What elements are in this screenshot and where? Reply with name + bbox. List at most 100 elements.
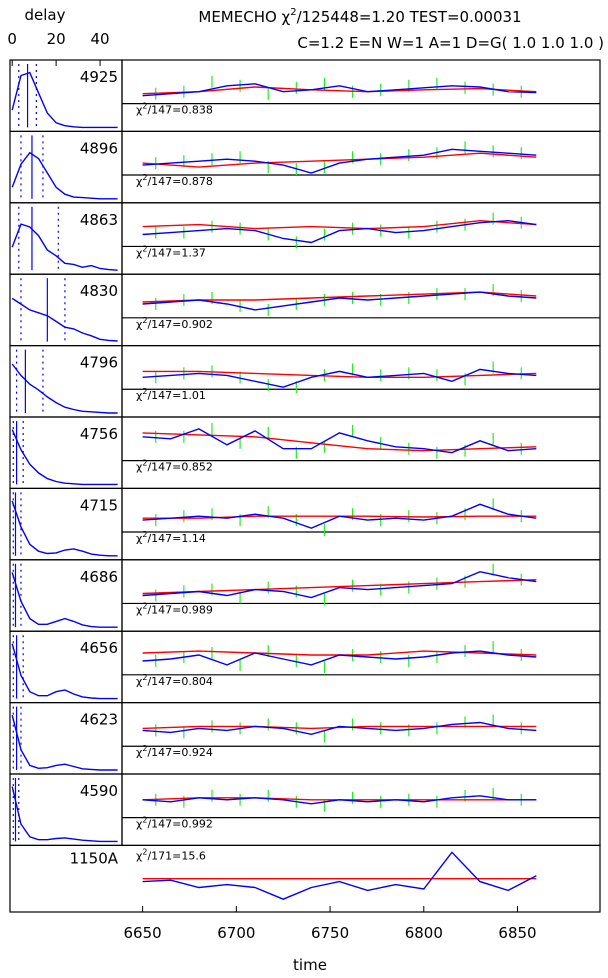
x-tick-label: 6650 bbox=[124, 924, 162, 942]
title-text: MEMECHO χ bbox=[198, 8, 290, 26]
panel-label: 4656 bbox=[80, 639, 118, 657]
model-line bbox=[142, 721, 537, 736]
model-line bbox=[142, 795, 537, 805]
chi-text: /147=0.924 bbox=[147, 746, 212, 759]
time-panel-frame bbox=[121, 416, 601, 490]
panel-label: 4863 bbox=[80, 211, 118, 229]
chi-text: /171=15.6 bbox=[147, 849, 205, 862]
chi-symbol: χ bbox=[136, 603, 143, 616]
chi-label: χ2/147=0.838 bbox=[136, 102, 213, 117]
mean-line bbox=[142, 370, 537, 378]
panel-label: 4623 bbox=[80, 711, 118, 729]
chi-symbol: χ bbox=[136, 318, 143, 331]
chi-symbol: χ bbox=[136, 246, 143, 259]
chi-exponent: 2 bbox=[142, 387, 147, 396]
chi-exponent: 2 bbox=[142, 673, 147, 682]
chi-text: /147=0.838 bbox=[147, 104, 212, 117]
chi-symbol: χ bbox=[136, 104, 143, 117]
chi-label: χ2/147=1.01 bbox=[136, 387, 206, 402]
model-line bbox=[142, 148, 537, 174]
time-panel-frame bbox=[121, 202, 601, 275]
mean-line bbox=[142, 725, 537, 730]
chi-exponent: 2 bbox=[142, 601, 147, 610]
chi-text: /147=0.992 bbox=[147, 818, 212, 831]
delay-label: delay bbox=[25, 6, 66, 24]
chi-symbol: χ bbox=[136, 818, 143, 831]
mean-line bbox=[142, 219, 537, 230]
x-tick-label: 6850 bbox=[498, 924, 536, 942]
x-tick-label: 6750 bbox=[311, 924, 349, 942]
chi-label: χ2/147=1.14 bbox=[136, 530, 206, 545]
transfer-function bbox=[11, 786, 118, 843]
panel-label: 4756 bbox=[80, 425, 118, 443]
chi-text: /147=0.989 bbox=[147, 603, 212, 616]
chi-label: χ2/147=0.804 bbox=[136, 673, 213, 688]
chi-label: χ2/147=0.924 bbox=[136, 744, 213, 759]
chi-symbol: χ bbox=[136, 675, 143, 688]
chi-symbol: χ bbox=[136, 746, 143, 759]
chart-title: MEMECHO χ2/125448=1.20 TEST=0.00031 bbox=[198, 7, 521, 26]
transfer-function bbox=[11, 223, 118, 271]
title-rest: /125448=1.20 TEST=0.00031 bbox=[297, 8, 522, 26]
chi-exponent: 2 bbox=[142, 816, 147, 825]
time-panel-frame bbox=[121, 773, 601, 847]
chi-label: χ2/147=0.878 bbox=[136, 173, 213, 188]
mean-line bbox=[142, 152, 537, 168]
chi-text: /147=0.804 bbox=[147, 675, 212, 688]
panel-label: 4830 bbox=[80, 282, 118, 300]
chi-label: χ2/147=0.989 bbox=[136, 601, 213, 616]
delay-tick-label: 0 bbox=[7, 30, 17, 48]
chi-text: /147=0.902 bbox=[147, 318, 212, 331]
transfer-function bbox=[11, 297, 118, 342]
title-exponent: 2 bbox=[290, 7, 296, 18]
time-panel-frame bbox=[121, 487, 601, 561]
chi-text: /147=1.37 bbox=[147, 246, 205, 259]
chi-symbol: χ bbox=[136, 389, 143, 402]
chi-text: /147=1.14 bbox=[147, 532, 205, 545]
chi-text: /147=0.878 bbox=[147, 175, 212, 188]
panel-label: 4796 bbox=[80, 354, 118, 372]
model-line bbox=[142, 851, 537, 900]
transfer-function bbox=[11, 71, 118, 129]
mean-line bbox=[142, 432, 537, 452]
chi-exponent: 2 bbox=[142, 244, 147, 253]
model-line bbox=[142, 219, 537, 244]
chi-symbol: χ bbox=[136, 849, 143, 862]
time-panel-frame bbox=[121, 345, 601, 418]
mean-line bbox=[142, 86, 537, 95]
chi-symbol: χ bbox=[136, 175, 143, 188]
mean-line bbox=[142, 579, 537, 595]
chi-exponent: 2 bbox=[142, 744, 147, 753]
panel-label: 4925 bbox=[80, 68, 118, 86]
model-line bbox=[142, 503, 537, 529]
time-panel-frame bbox=[121, 559, 601, 632]
chi-exponent: 2 bbox=[142, 102, 147, 111]
model-line bbox=[142, 291, 537, 311]
chi-exponent: 2 bbox=[142, 530, 147, 539]
time-panel-frame bbox=[121, 59, 601, 133]
chi-label: χ2/147=0.902 bbox=[136, 316, 213, 331]
time-panel-frame bbox=[121, 701, 601, 775]
chi-symbol: χ bbox=[136, 532, 143, 545]
transfer-function bbox=[11, 363, 118, 414]
chi-text: /147=1.01 bbox=[147, 389, 205, 402]
chi-exponent: 2 bbox=[142, 459, 147, 468]
panel-label: 4590 bbox=[80, 782, 118, 800]
chi-exponent: 2 bbox=[142, 173, 147, 182]
chi-exponent: 2 bbox=[142, 847, 147, 856]
chi-label: χ2/147=0.992 bbox=[136, 816, 213, 831]
transfer-function bbox=[11, 151, 118, 200]
model-line bbox=[142, 428, 537, 454]
chart-subtitle: C=1.2 E=N W=1 A=1 D=G( 1.0 1.0 1.0 ) bbox=[297, 34, 604, 52]
model-line bbox=[142, 570, 537, 599]
chi-label: χ2/147=0.852 bbox=[136, 459, 213, 474]
transfer-function bbox=[11, 643, 118, 700]
model-line bbox=[142, 368, 537, 388]
model-line bbox=[142, 650, 537, 666]
time-panel-frame bbox=[121, 630, 601, 704]
transfer-function bbox=[11, 572, 118, 628]
chi-text: /147=0.852 bbox=[147, 461, 212, 474]
panel-label: 4715 bbox=[80, 496, 118, 514]
